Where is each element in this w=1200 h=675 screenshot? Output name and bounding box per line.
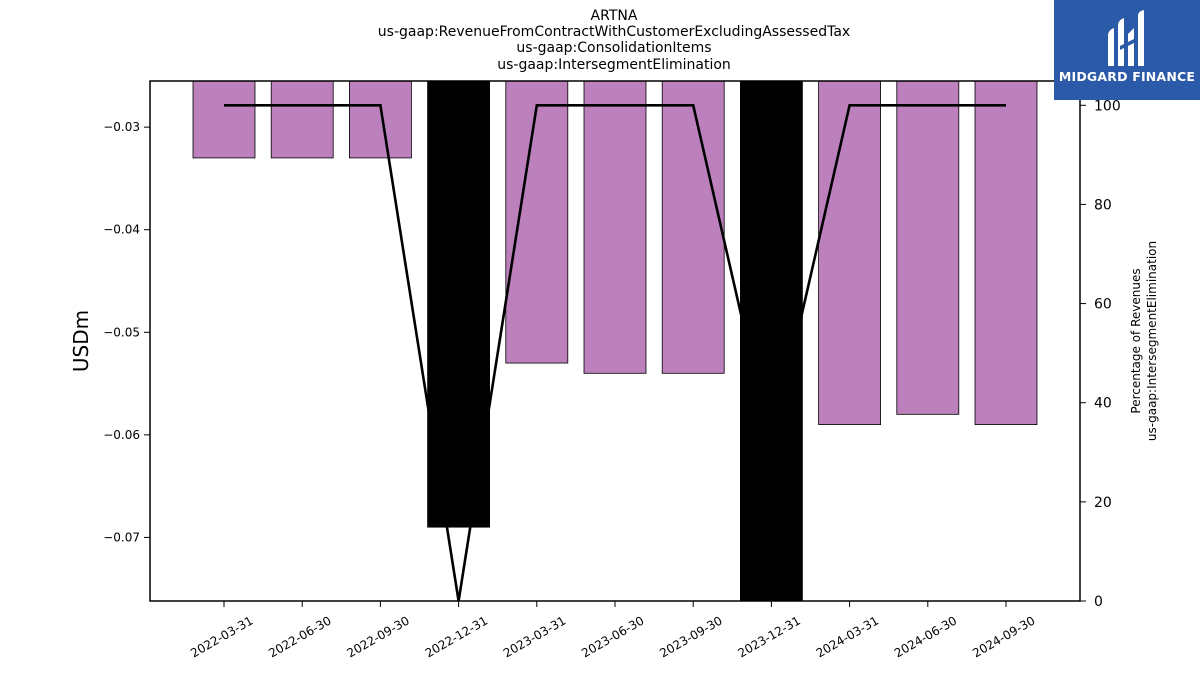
bar — [192, 80, 256, 159]
y2-axis-label-line: Percentage of Revenues — [1129, 268, 1143, 413]
x-tick-label: 2022-09-30 — [344, 613, 411, 660]
y2-axis-label-line: us-gaap:IntersegmentElimination — [1145, 241, 1159, 441]
y-tick-label: −0.03 — [103, 120, 140, 134]
bar — [505, 80, 569, 364]
midgard-logo-icon — [1108, 10, 1144, 66]
line-group — [224, 104, 1006, 602]
x-tick-label: 2023-09-30 — [657, 613, 724, 660]
y2-tick-label: 80 — [1094, 197, 1112, 213]
chart-title-line: us-gaap:ConsolidationItems — [516, 40, 711, 56]
bar-group — [192, 80, 1038, 602]
y2-axis: 0 20 40 60 80 100 — [1080, 98, 1121, 610]
y2-tick-label: 100 — [1094, 98, 1121, 114]
bar — [348, 80, 412, 159]
chart-title-line: us-gaap:RevenueFromContractWithCustomerE… — [378, 24, 850, 40]
y-axis-label: USDm — [69, 310, 93, 372]
y-axis: −0.07 −0.06 −0.05 −0.04 −0.03 — [103, 120, 150, 544]
x-tick-label: 2023-06-30 — [579, 613, 646, 660]
y-tick-label: −0.05 — [103, 325, 140, 339]
brand-logo-text: MIDGARD FINANCE — [1058, 69, 1196, 84]
y-tick-label: −0.07 — [103, 530, 140, 544]
y2-tick-label: 20 — [1094, 495, 1112, 511]
bar — [818, 80, 881, 425]
bar — [896, 80, 960, 415]
y-tick-label: −0.04 — [103, 223, 140, 237]
y2-tick-label: 0 — [1094, 594, 1103, 610]
brand-logo: MIDGARD FINANCE — [1054, 0, 1200, 100]
y2-tick-label: 60 — [1094, 297, 1112, 313]
x-tick-label: 2024-06-30 — [892, 613, 959, 660]
chart-title-line: us-gaap:IntersegmentElimination — [497, 57, 731, 73]
x-tick-label: 2024-09-30 — [970, 613, 1037, 660]
y2-tick-label: 40 — [1094, 396, 1112, 412]
x-tick-label: 2022-06-30 — [266, 613, 333, 660]
bar — [740, 80, 803, 602]
x-tick-label: 2023-03-31 — [501, 613, 568, 660]
chart-title: ARTNA us-gaap:RevenueFromContractWithCus… — [378, 8, 850, 73]
bar — [974, 80, 1038, 425]
series-line — [224, 104, 1006, 602]
chart-title-line: ARTNA — [591, 8, 638, 24]
bar — [270, 80, 334, 159]
x-tick-label: 2022-03-31 — [188, 613, 255, 660]
y-tick-label: −0.06 — [103, 428, 140, 442]
bar — [427, 80, 491, 528]
x-tick-label: 2024-03-31 — [814, 613, 881, 660]
x-tick-label: 2023-12-31 — [735, 613, 802, 660]
x-axis: 2022-03-31 2022-06-30 2022-09-30 2022-12-31… — [188, 601, 1038, 660]
bar — [583, 80, 647, 374]
bar — [661, 80, 725, 374]
x-tick-label: 2022-12-31 — [423, 613, 490, 660]
